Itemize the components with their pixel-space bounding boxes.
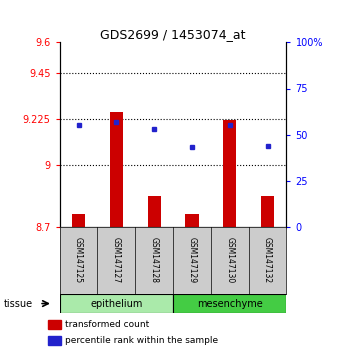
Text: mesenchyme: mesenchyme (197, 298, 263, 309)
Text: GSM147125: GSM147125 (74, 237, 83, 283)
Bar (47, 336, 61, 345)
Bar (261, 196, 274, 227)
Text: percentile rank within the sample: percentile rank within the sample (64, 336, 218, 345)
Text: GSM147130: GSM147130 (225, 237, 234, 283)
Text: epithelium: epithelium (90, 298, 143, 309)
Bar (173, 294, 286, 313)
Bar (148, 196, 161, 227)
Text: GSM147127: GSM147127 (112, 237, 121, 283)
Text: transformed count: transformed count (64, 320, 149, 329)
Bar (186, 214, 198, 227)
Text: tissue: tissue (3, 298, 32, 309)
Text: GSM147129: GSM147129 (188, 237, 196, 283)
Text: GSM147128: GSM147128 (150, 237, 159, 283)
Bar (110, 112, 123, 227)
Bar (72, 214, 85, 227)
Bar (223, 120, 236, 227)
Title: GDS2699 / 1453074_at: GDS2699 / 1453074_at (100, 28, 246, 41)
Text: GSM147132: GSM147132 (263, 237, 272, 283)
Bar (60, 294, 173, 313)
Bar (47, 320, 61, 329)
